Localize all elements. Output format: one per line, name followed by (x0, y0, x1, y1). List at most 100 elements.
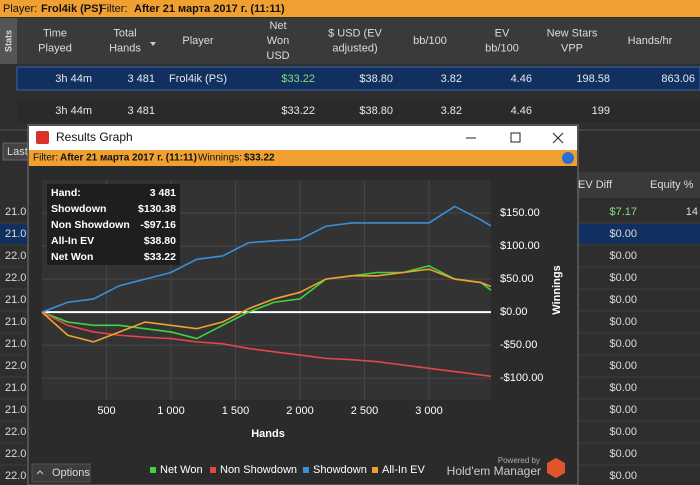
cell: 21.0 (5, 294, 26, 306)
cell: 3.82 (441, 105, 462, 117)
x-axis-label: Hands (251, 428, 285, 440)
legend-label: Net Won (160, 464, 203, 476)
info-label: All-In EV (51, 235, 94, 247)
options-button[interactable] (31, 463, 91, 483)
info-value: $33.22 (144, 251, 176, 263)
info-label: Showdown (51, 203, 106, 215)
series-line (41, 268, 492, 343)
legend-label: Non Showdown (220, 464, 297, 476)
cell: $0.00 (609, 382, 637, 394)
y-tick-label: $100.00 (500, 240, 540, 252)
legend-label: Showdown (313, 464, 367, 476)
cell: $33.22 (281, 105, 315, 117)
table-header (0, 18, 700, 64)
y-tick-label: $50.00 (500, 273, 534, 285)
cell: 3.82 (441, 73, 462, 85)
column-header: Hands (109, 42, 141, 54)
column-header: Hands/hr (628, 35, 673, 47)
column-header: bb/100 (485, 42, 519, 54)
info-label: Hand: (51, 187, 81, 199)
y-tick-label: $0.00 (500, 306, 528, 318)
info-label: Net Won (51, 251, 93, 263)
cell: $0.00 (609, 272, 637, 284)
cell: 3h 44m (55, 73, 92, 85)
column-header: Played (38, 42, 72, 54)
column-header: VPP (561, 42, 583, 54)
cell: 14 (686, 206, 698, 218)
cell: $0.00 (609, 316, 637, 328)
cell: 21.0 (5, 382, 26, 394)
cell: 4.46 (511, 73, 532, 85)
column-header: Time (43, 27, 67, 39)
lower-header (578, 172, 700, 198)
top-bar (0, 0, 700, 17)
cell: 3h 44m (55, 105, 92, 117)
cell: 21.0 (5, 316, 26, 328)
maximize-button[interactable] (510, 132, 521, 143)
player: Frol4ik (PS) (41, 3, 102, 15)
cell: 22.0 (5, 426, 26, 438)
info-label: Non Showdown (51, 219, 130, 231)
cell: 21.0 (5, 206, 26, 218)
column-header: USD (266, 50, 289, 62)
row-selected[interactable] (16, 66, 700, 91)
cell: $33.22 (281, 73, 315, 85)
filter: After 21 марта 2017 г. (11:11) (134, 3, 285, 15)
series-line (41, 311, 492, 378)
cell: $0.00 (609, 250, 637, 262)
series-line (41, 265, 492, 340)
close-button[interactable] (552, 132, 564, 144)
legend-label: All-In EV (382, 464, 425, 476)
cell: 21.0 (5, 338, 26, 350)
legend-marker (150, 467, 156, 473)
info-value: -$97.16 (140, 219, 176, 231)
player-label: Player: (3, 3, 37, 15)
y-tick-label: -$100.00 (500, 372, 543, 384)
filter-label: Filter: (100, 3, 128, 15)
legend-marker (372, 467, 378, 473)
x-tick-label: 1 000 (157, 405, 185, 417)
help-icon[interactable] (562, 152, 574, 164)
app-icon (36, 131, 49, 144)
sort-arrow (150, 42, 156, 46)
column-header: Player (182, 35, 214, 47)
column-header: $ USD (EV (328, 27, 382, 39)
cell: 4.46 (511, 105, 532, 117)
row-total (17, 99, 700, 122)
cell: Frol4ik (PS) (169, 73, 227, 85)
brand-logo (547, 458, 565, 478)
cell: 21.0 (5, 228, 26, 240)
cell: 199 (592, 105, 610, 117)
column-header: Total (113, 27, 136, 39)
title-bar (29, 126, 577, 150)
filter-label: Filter: (33, 153, 58, 164)
side-tab[interactable] (0, 18, 17, 64)
window-title: Results Graph (56, 130, 133, 144)
column-header: EV (495, 27, 510, 39)
cell: $38.80 (359, 73, 393, 85)
winnings-label: Winnings: (198, 153, 242, 164)
cell: 3 481 (127, 73, 155, 85)
brand: Hold'em Manager (447, 464, 541, 478)
cell: 21.0 (5, 404, 26, 416)
column-header: Equity % (650, 179, 694, 191)
info-box (47, 184, 180, 265)
powered-by: Powered by (498, 456, 540, 465)
cell: 863.06 (661, 73, 695, 85)
cell: 198.58 (576, 73, 610, 85)
column-header: Net (269, 20, 286, 32)
cell: $0.00 (609, 404, 637, 416)
x-tick-label: 500 (97, 405, 115, 417)
cell: $0.00 (609, 426, 637, 438)
cell: $0.00 (609, 360, 637, 372)
series-line (41, 205, 492, 313)
info-value: $38.80 (144, 235, 176, 247)
cell: $0.00 (609, 294, 637, 306)
column-header: EV Diff (578, 179, 613, 191)
x-tick-label: 2 000 (286, 405, 314, 417)
y-tick-label: $150.00 (500, 207, 540, 219)
info-value: 3 481 (150, 187, 176, 199)
cell: $7.17 (609, 206, 637, 218)
info-value: $130.38 (138, 203, 176, 215)
